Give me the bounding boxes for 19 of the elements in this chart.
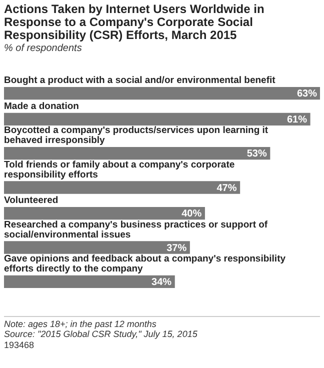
- data-label: 40%: [182, 208, 202, 220]
- chart-title: Actions Taken by Internet Users Worldwide in Response to a Company's Corporate Social Responsibility (CSR) Efforts, March 2015: [3, 1, 266, 42]
- text: 193468: [3, 339, 36, 351]
- y-tick-label: Boycotted a company's products/services upon learning it behaved irresponsibly: [4, 125, 269, 146]
- y-tick-label: Researched a company's business practices or support of social/environmental issues: [4, 219, 268, 240]
- data-label: 37%: [166, 242, 187, 254]
- source-note: Source: "2015 Global CSR Study," July 15, 2015: [4, 329, 198, 339]
- data-label: 63%: [296, 88, 318, 100]
- data-label: 34%: [152, 276, 172, 288]
- chart-subtitle: % of respondents: [3, 42, 83, 54]
- y-tick-label: Made a donation: [4, 101, 80, 112]
- y-tick-label: Volunteered: [4, 195, 58, 206]
- text: Note: ages 18+; in the past 12 months: [4, 319, 158, 329]
- data-label: 53%: [246, 148, 267, 160]
- y-tick-label: Told friends or family about a company's corporate responsibility efforts: [4, 159, 235, 180]
- data-label: 61%: [286, 114, 308, 126]
- y-tick-label: Gave opinions and feedback about a company's responsibility efforts directly to the company: [4, 254, 286, 275]
- y-tick-label: Bought a product with a social and/or environmental benefit: [4, 75, 276, 86]
- data-label: 47%: [216, 182, 237, 194]
